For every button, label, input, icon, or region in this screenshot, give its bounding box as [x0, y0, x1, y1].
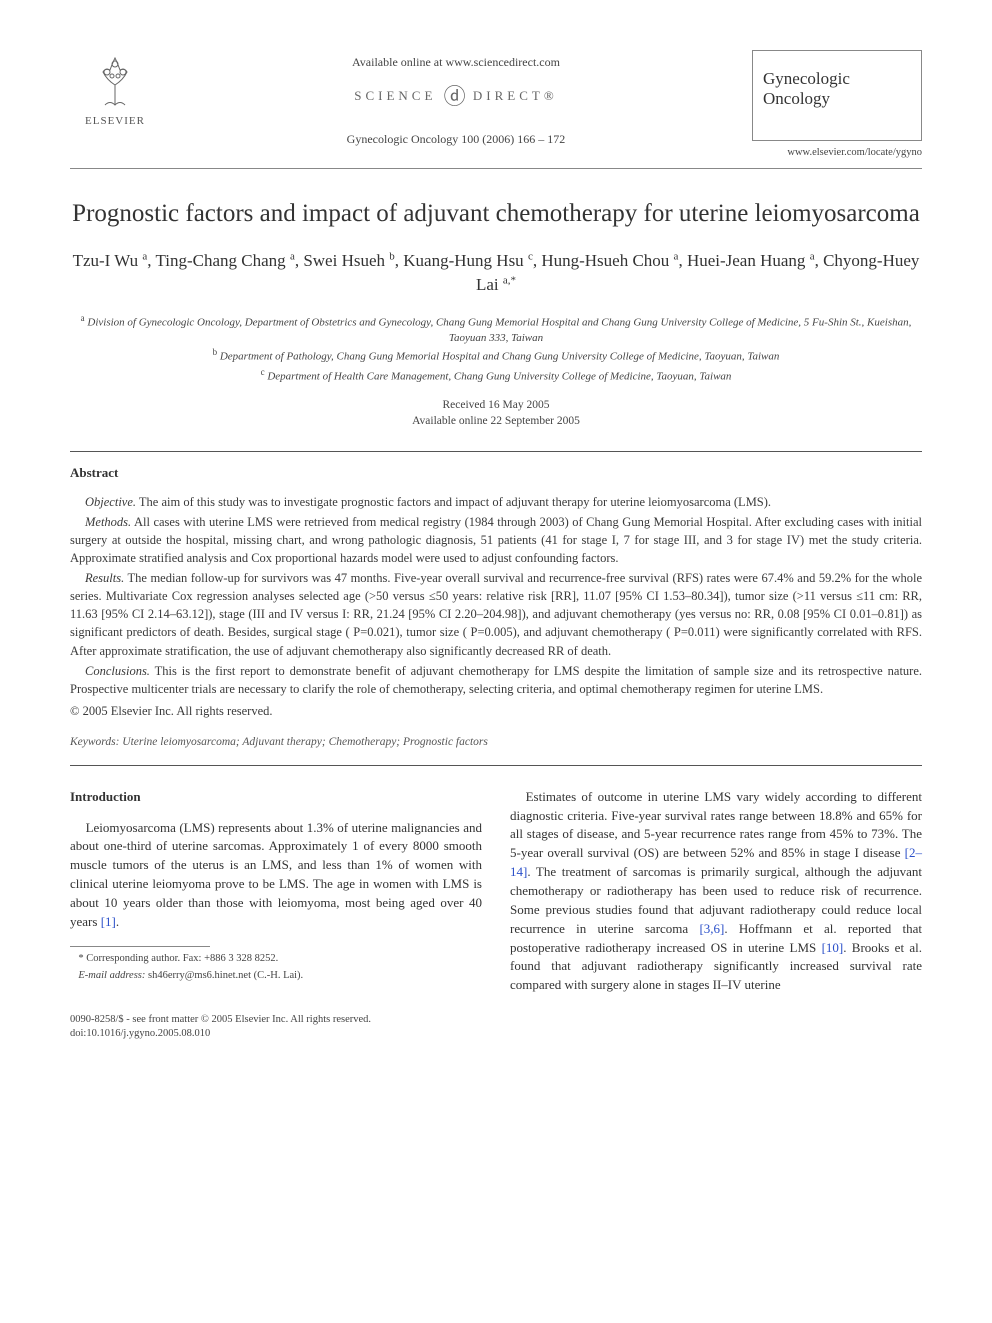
cite-link-10[interactable]: [10]: [822, 940, 844, 955]
abstract-methods: Methods. All cases with uterine LMS were…: [70, 513, 922, 567]
email-line: E-mail address: sh46erry@ms6.hinet.net (…: [70, 968, 482, 983]
abstract-bottom-rule: [70, 765, 922, 766]
sd-at-icon: ⓓ: [444, 84, 466, 109]
keywords-line: Keywords: Uterine leiomyosarcoma; Adjuva…: [70, 734, 922, 751]
affiliation-a: a Division of Gynecologic Oncology, Depa…: [70, 312, 922, 346]
intro-para-2: Estimates of outcome in uterine LMS vary…: [510, 788, 922, 995]
article-title: Prognostic factors and impact of adjuvan…: [70, 197, 922, 231]
journal-name: Gynecologic Oncology: [763, 69, 911, 110]
abstract-body: Objective. The aim of this study was to …: [70, 493, 922, 721]
body-columns: Introduction Leiomyosarcoma (LMS) repres…: [70, 788, 922, 995]
footnote-rule: [70, 946, 210, 947]
affiliation-b: b Department of Pathology, Chang Gung Me…: [70, 346, 922, 365]
abstract-copyright: © 2005 Elsevier Inc. All rights reserved…: [70, 702, 922, 720]
date-received: Received 16 May 2005: [70, 397, 922, 413]
header-center: Available online at www.sciencedirect.co…: [160, 50, 752, 149]
abstract-objective: Objective. The aim of this study was to …: [70, 493, 922, 511]
publisher-logo-block: ELSEVIER: [70, 50, 160, 130]
cite-link-1[interactable]: [1]: [101, 914, 116, 929]
journal-url[interactable]: www.elsevier.com/locate/ygyno: [752, 145, 922, 160]
header-rule: [70, 168, 922, 169]
footnotes: * Corresponding author. Fax: +886 3 328 …: [70, 951, 482, 983]
footer-doi: doi:10.1016/j.ygyno.2005.08.010: [70, 1027, 922, 1041]
available-online-line: Available online at www.sciencedirect.co…: [160, 54, 752, 71]
elsevier-tree-icon: [85, 50, 145, 110]
abstract-top-rule: [70, 451, 922, 452]
citation-line: Gynecologic Oncology 100 (2006) 166 – 17…: [160, 131, 752, 148]
journal-block: Gynecologic Oncology www.elsevier.com/lo…: [752, 50, 922, 160]
sd-right: DIRECT®: [473, 88, 558, 103]
page-footer: 0090-8258/$ - see front matter © 2005 El…: [70, 1013, 922, 1041]
authors-line: Tzu-I Wu a, Ting-Chang Chang a, Swei Hsu…: [70, 249, 922, 298]
publisher-name: ELSEVIER: [85, 114, 145, 130]
article-dates: Received 16 May 2005 Available online 22…: [70, 397, 922, 429]
affiliation-c: c Department of Health Care Management, …: [70, 366, 922, 385]
introduction-heading: Introduction: [70, 788, 482, 807]
abstract-results: Results. The median follow-up for surviv…: [70, 569, 922, 660]
intro-para-1: Leiomyosarcoma (LMS) represents about 1.…: [70, 819, 482, 932]
sciencedirect-logo: SCIENCE ⓓ DIRECT®: [160, 81, 752, 113]
abstract-heading: Abstract: [70, 464, 922, 483]
corresponding-author: * Corresponding author. Fax: +886 3 328 …: [70, 951, 482, 966]
date-online: Available online 22 September 2005: [70, 413, 922, 429]
affiliations: a Division of Gynecologic Oncology, Depa…: [70, 312, 922, 385]
journal-cover-box: Gynecologic Oncology: [752, 50, 922, 141]
abstract-conclusions: Conclusions. This is the first report to…: [70, 662, 922, 698]
cite-link-3-6[interactable]: [3,6]: [699, 921, 724, 936]
sd-left: SCIENCE: [354, 88, 436, 103]
page-header: ELSEVIER Available online at www.science…: [70, 50, 922, 160]
footer-issn: 0090-8258/$ - see front matter © 2005 El…: [70, 1013, 922, 1027]
